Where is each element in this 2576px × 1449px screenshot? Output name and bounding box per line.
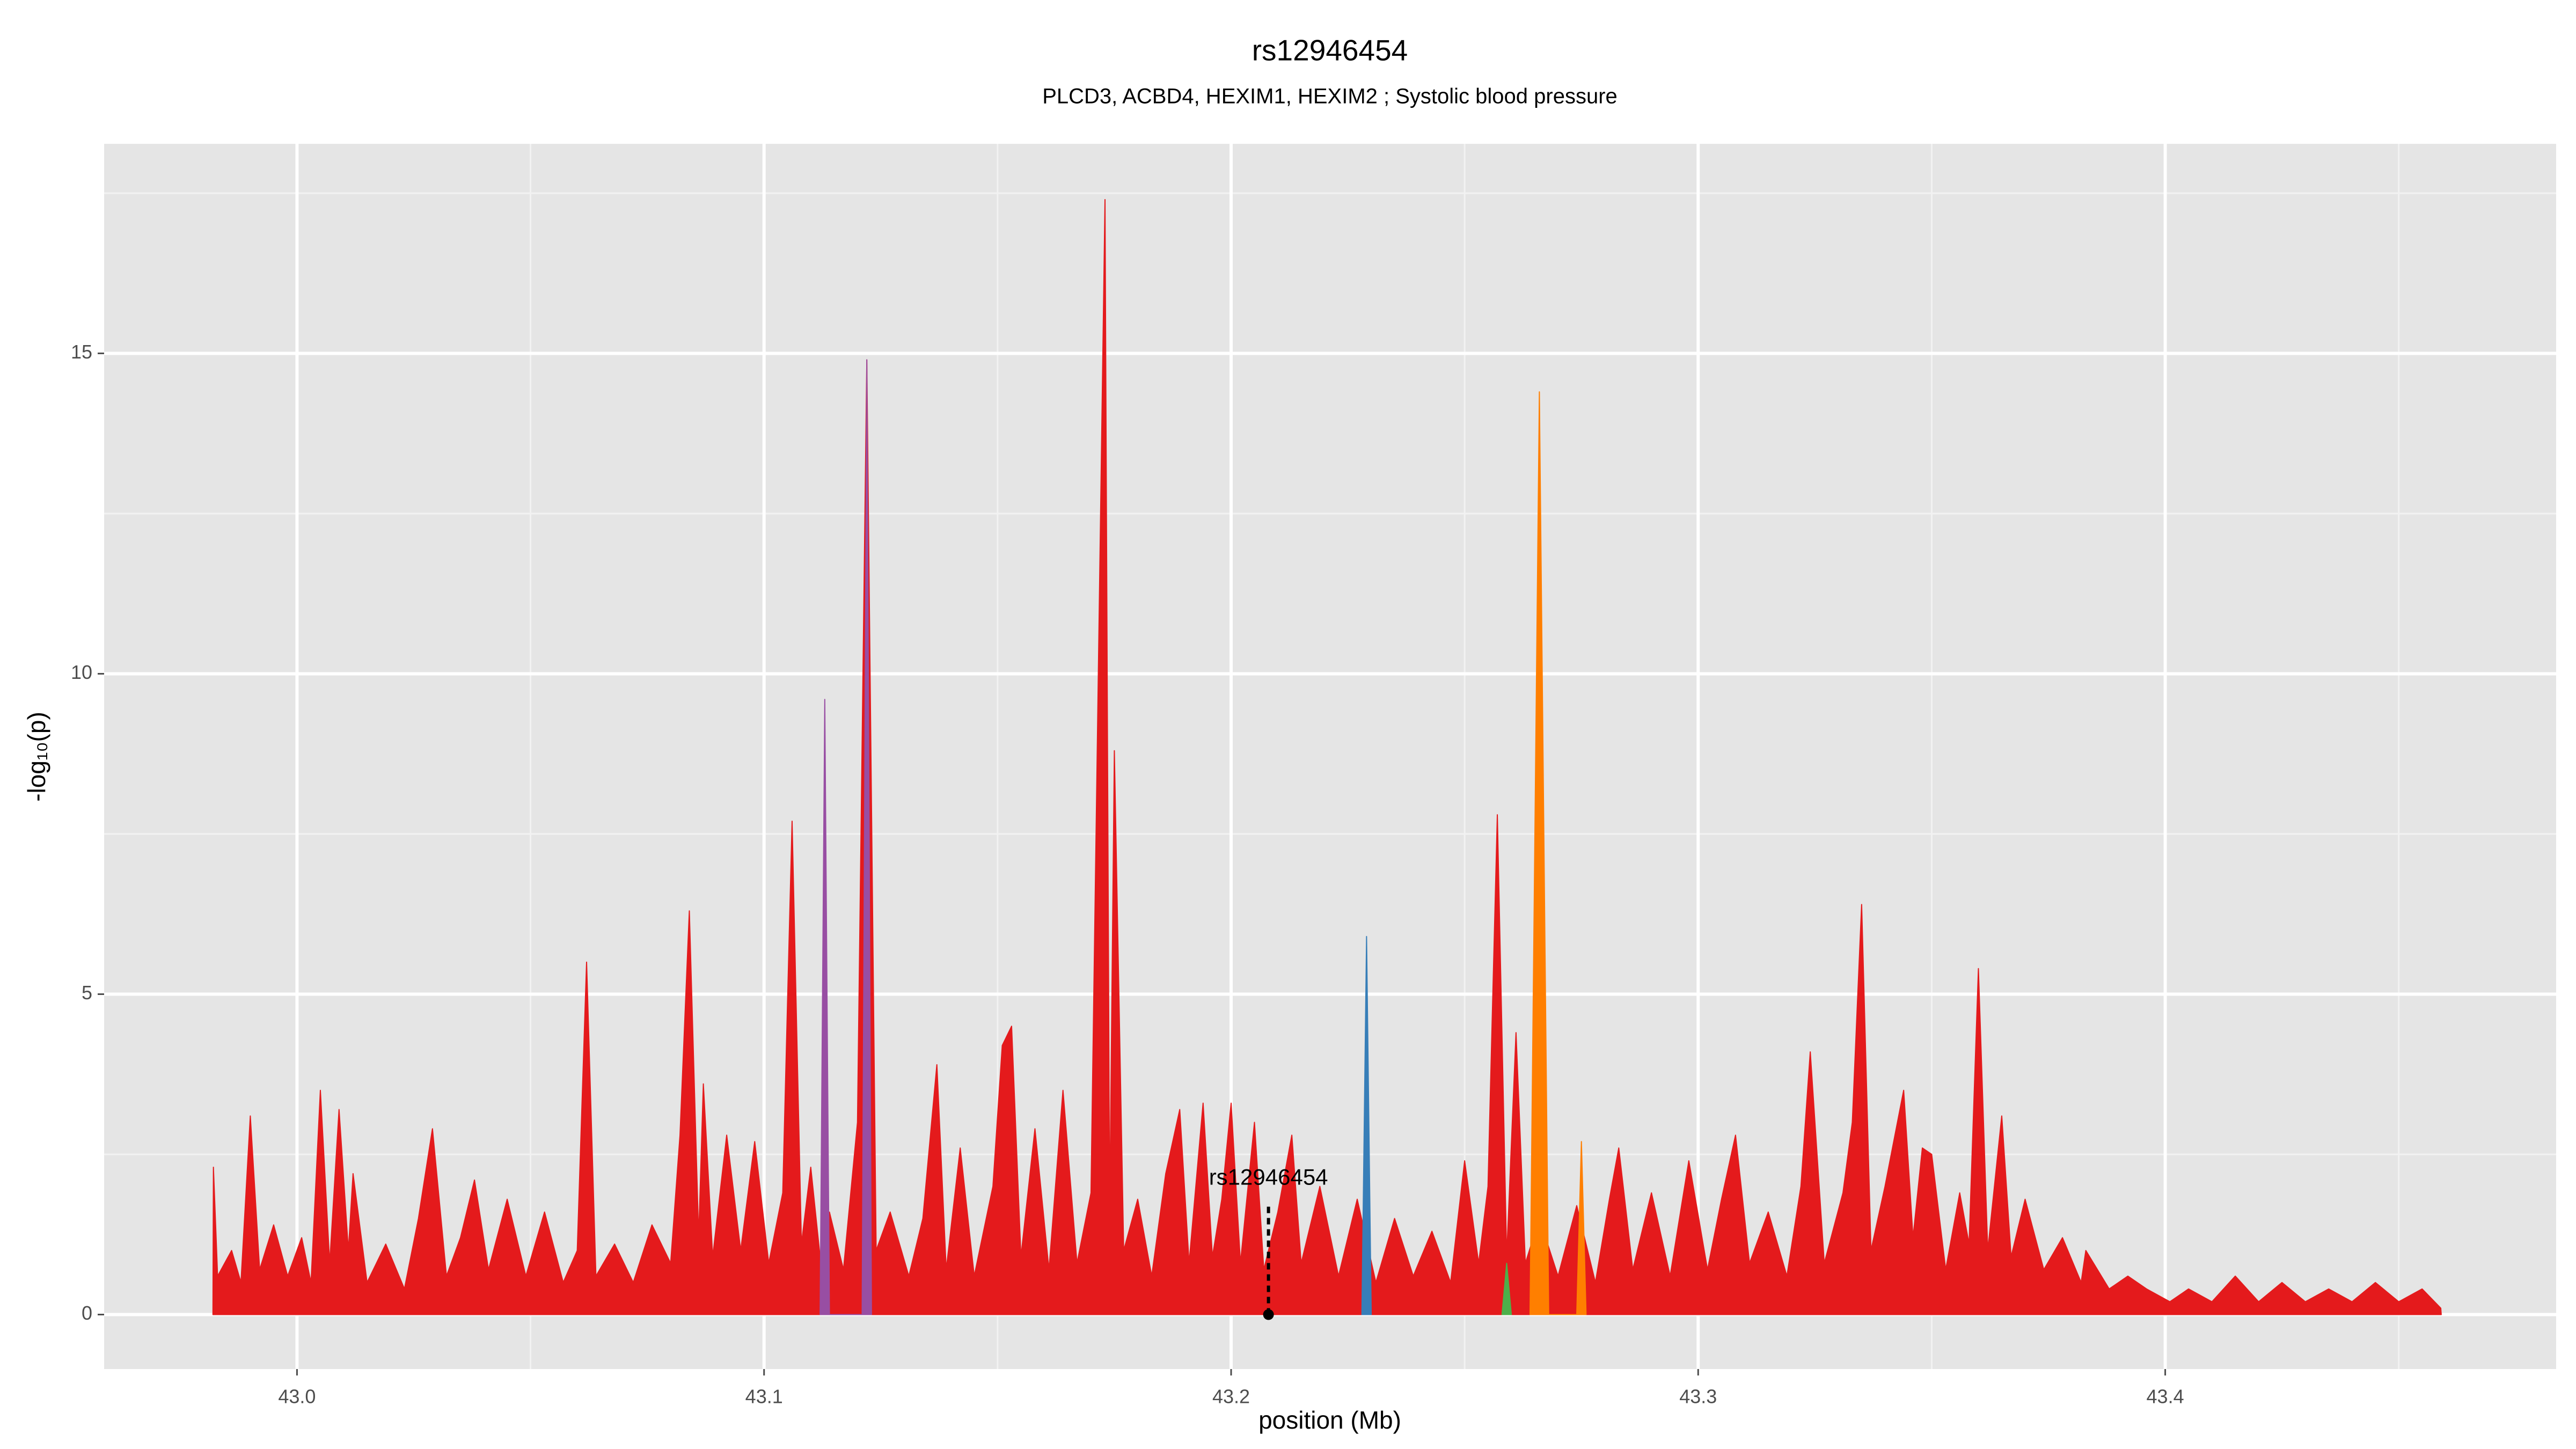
y-tick-label: 0 xyxy=(82,1302,92,1324)
area xyxy=(1501,1262,1512,1315)
annotation-label: rs12946454 xyxy=(1209,1165,1328,1190)
x-tick-label: 43.4 xyxy=(2147,1386,2184,1408)
annotation-point xyxy=(1263,1309,1274,1320)
x-tick-label: 43.3 xyxy=(1679,1386,1717,1408)
area xyxy=(1529,391,1587,1315)
y-tick-label: 15 xyxy=(71,341,92,363)
y-axis-title: -log₁₀(p) xyxy=(23,712,50,802)
chart-title: rs12946454 xyxy=(1252,34,1408,67)
area xyxy=(819,359,872,1315)
x-tick-label: 43.2 xyxy=(1212,1386,1250,1408)
y-tick-label: 10 xyxy=(71,661,92,683)
x-tick-label: 43.0 xyxy=(278,1386,316,1408)
x-tick-label: 43.1 xyxy=(745,1386,783,1408)
y-tick-label: 5 xyxy=(82,982,92,1004)
plot-panel xyxy=(104,144,2556,1369)
area xyxy=(1361,936,1372,1315)
chart-subtitle: PLCD3, ACBD4, HEXIM1, HEXIM2 ; Systolic … xyxy=(1042,85,1618,108)
x-axis-title: position (Mb) xyxy=(1258,1406,1401,1434)
area xyxy=(212,199,2442,1315)
